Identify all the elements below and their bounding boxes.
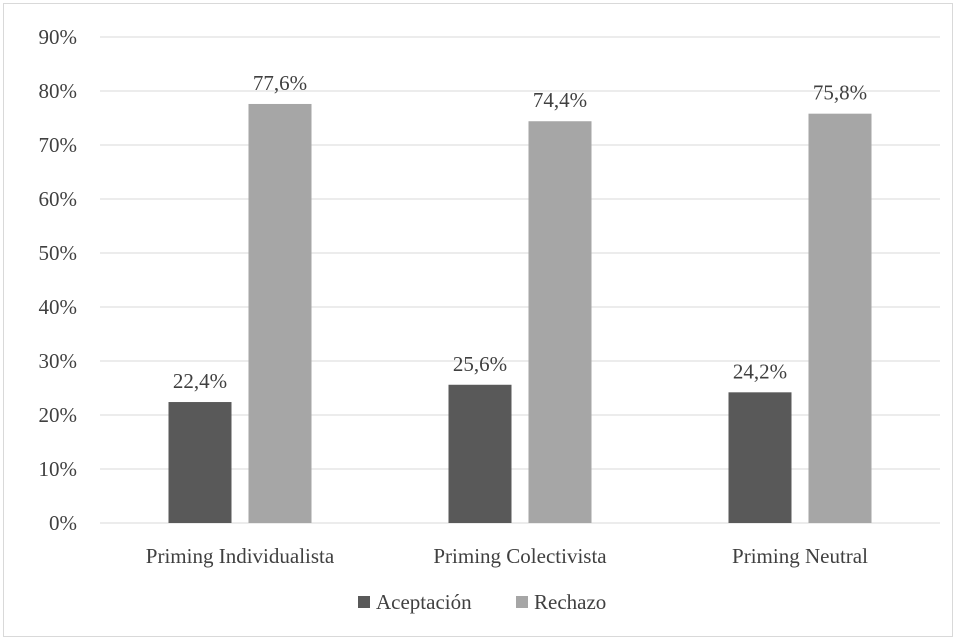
legend-label: Aceptación bbox=[376, 590, 472, 614]
bar-aceptación-2 bbox=[728, 392, 792, 523]
bar-aceptación-0 bbox=[168, 402, 232, 523]
y-tick-label: 70% bbox=[39, 133, 78, 157]
data-label: 75,8% bbox=[813, 81, 867, 105]
data-label: 24,2% bbox=[733, 359, 787, 383]
legend-swatch-rechazo bbox=[516, 596, 528, 608]
bar-rechazo-2 bbox=[808, 113, 872, 524]
data-label: 25,6% bbox=[453, 352, 507, 376]
y-tick-label: 10% bbox=[39, 457, 78, 481]
bar-rechazo-1 bbox=[528, 121, 592, 524]
y-tick-label: 20% bbox=[39, 403, 78, 427]
bar-rechazo-0 bbox=[248, 103, 312, 524]
chart-frame bbox=[3, 3, 953, 637]
y-tick-label: 0% bbox=[49, 511, 77, 535]
y-tick-label: 90% bbox=[39, 25, 78, 49]
category-label: Priming Neutral bbox=[732, 544, 868, 568]
legend-swatch-aceptación bbox=[358, 596, 370, 608]
y-tick-label: 40% bbox=[39, 295, 78, 319]
category-label: Priming Colectivista bbox=[433, 544, 607, 568]
category-label: Priming Individualista bbox=[146, 544, 335, 568]
data-label: 77,6% bbox=[253, 71, 307, 95]
y-tick-label: 30% bbox=[39, 349, 78, 373]
y-tick-label: 80% bbox=[39, 79, 78, 103]
legend-label: Rechazo bbox=[534, 590, 606, 614]
bar-aceptación-1 bbox=[448, 384, 512, 523]
y-tick-label: 50% bbox=[39, 241, 78, 265]
data-label: 74,4% bbox=[533, 88, 587, 112]
y-tick-label: 60% bbox=[39, 187, 78, 211]
data-label: 22,4% bbox=[173, 369, 227, 393]
